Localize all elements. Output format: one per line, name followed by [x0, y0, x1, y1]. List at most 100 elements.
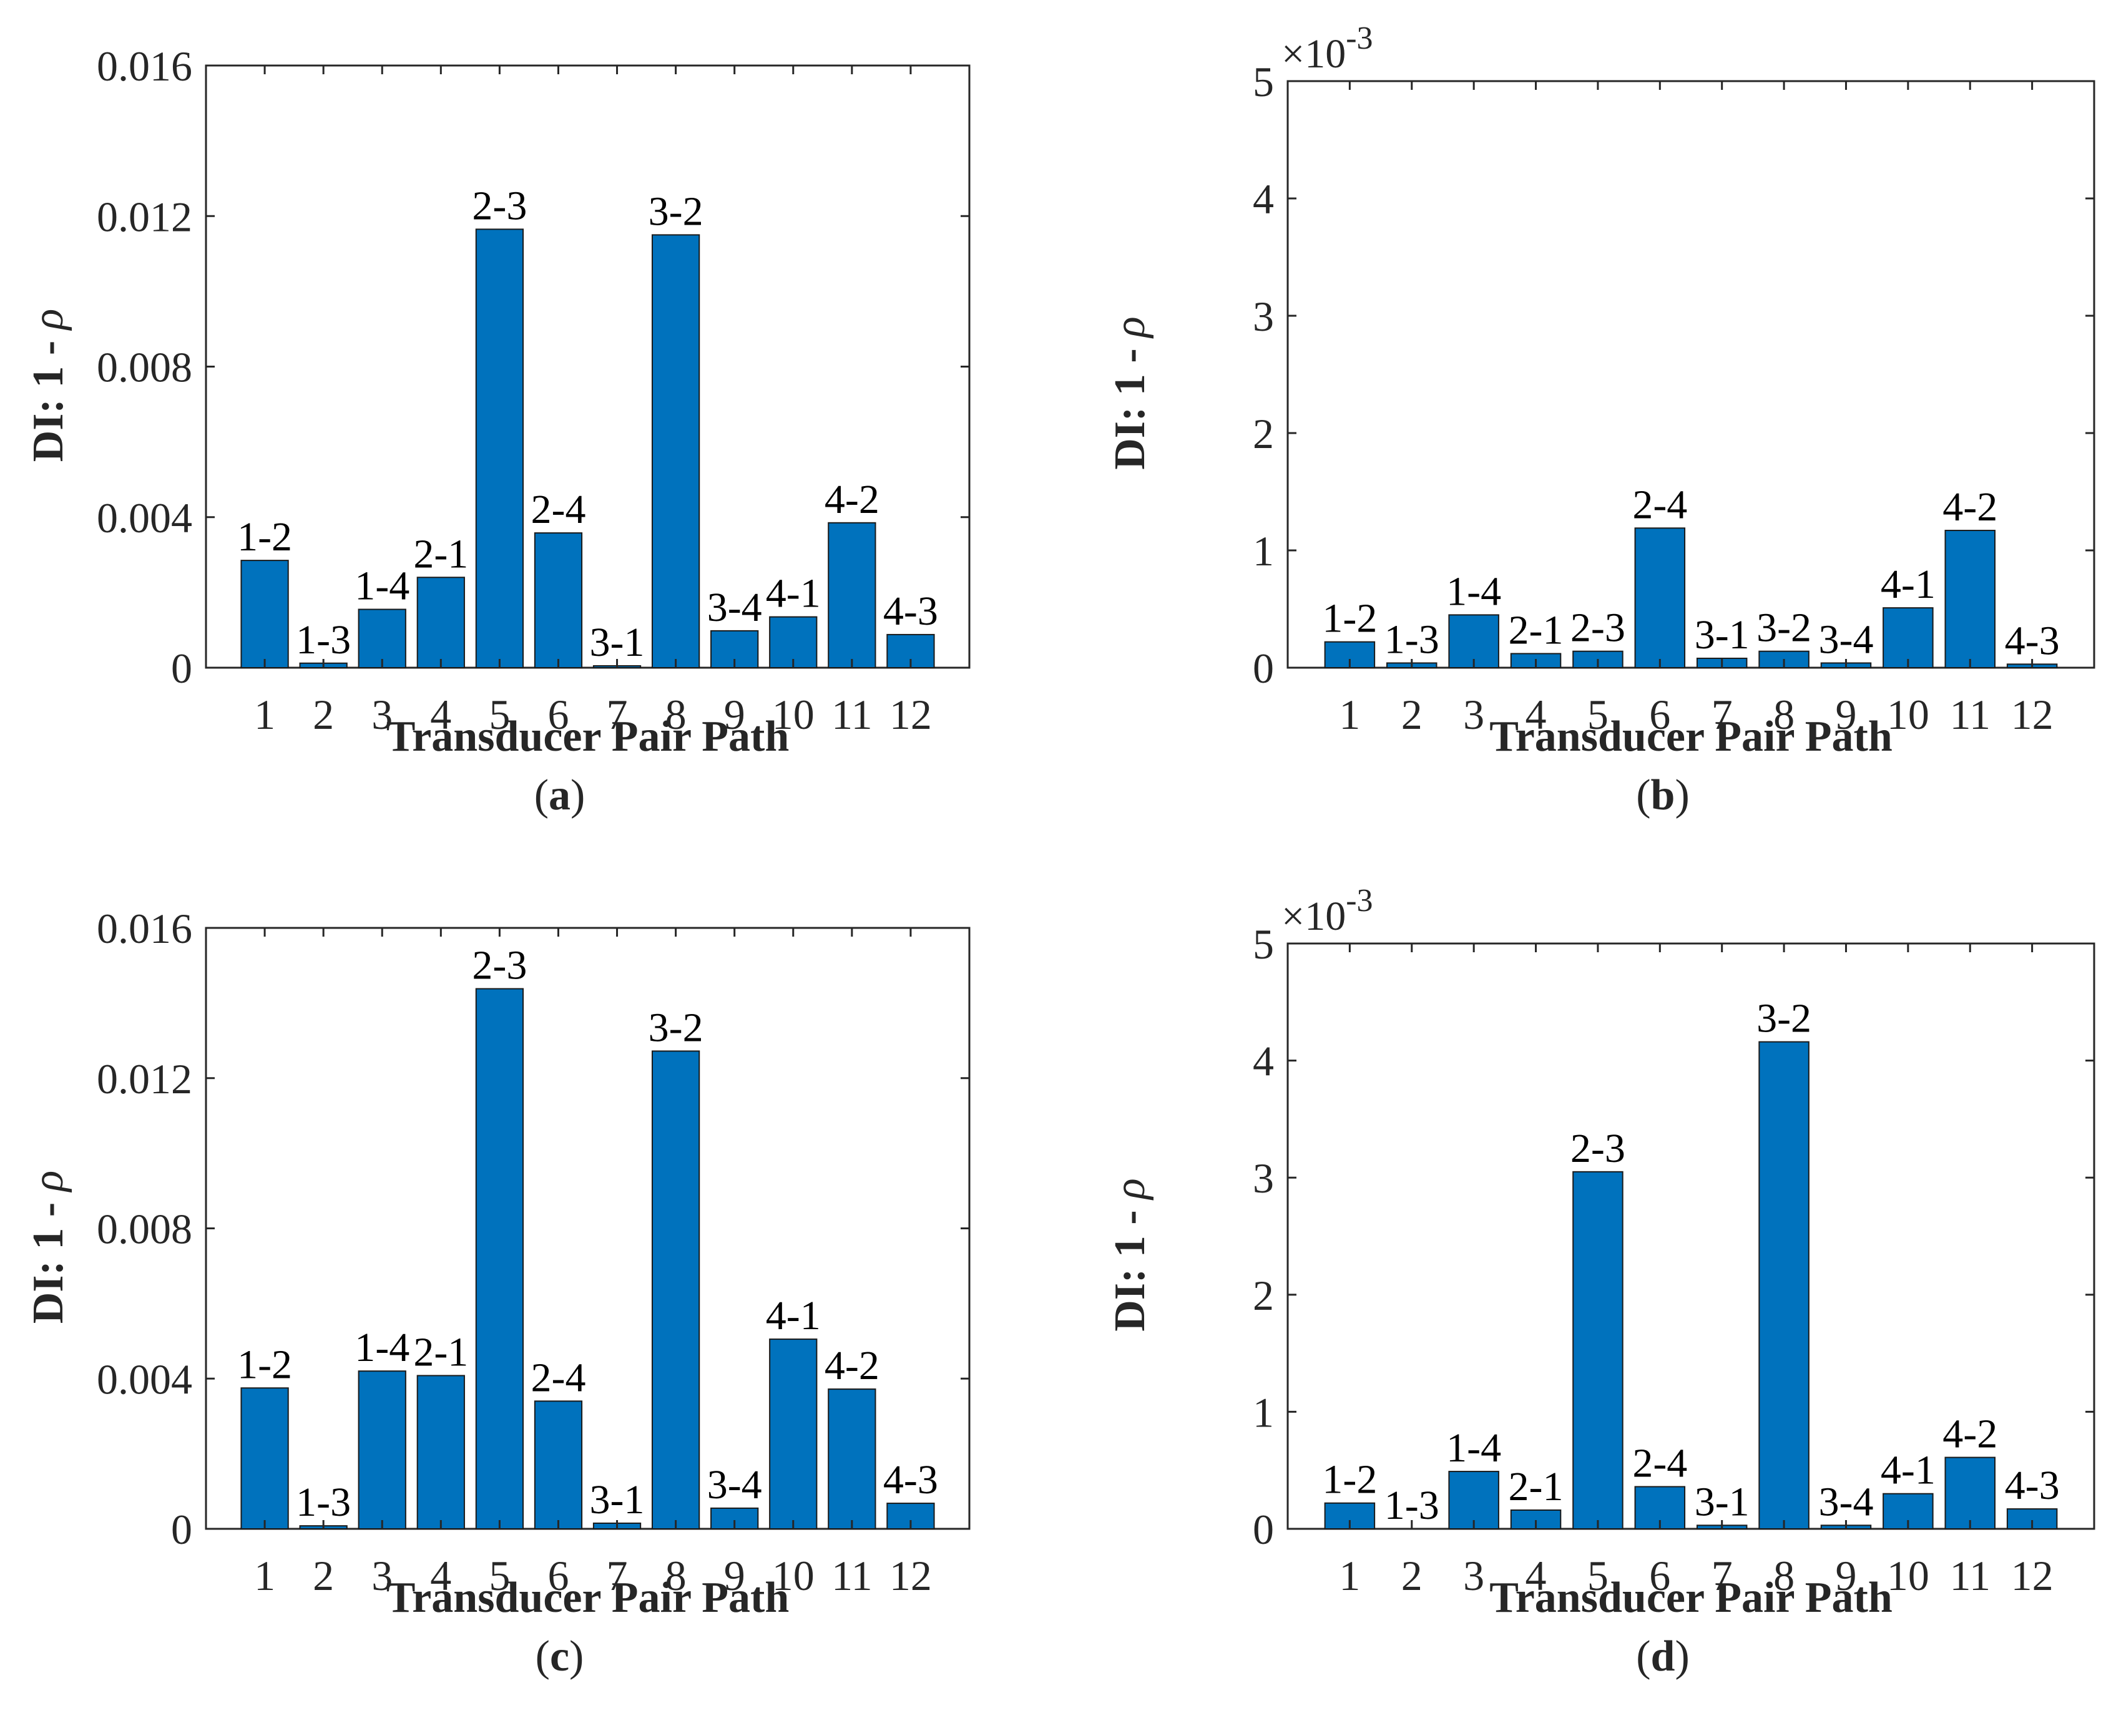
x-tick-label: 2 [1401, 691, 1423, 738]
y-tick-label: 0.008 [97, 344, 192, 391]
panel-caption-open: ( [1636, 771, 1650, 819]
bar-c-3 [358, 1370, 406, 1529]
bar-data-label: 4-1 [1881, 562, 1936, 607]
bar-b-3 [1448, 614, 1499, 669]
bar-data-label: 3-4 [1818, 617, 1873, 662]
bar-c-6 [534, 1400, 583, 1530]
panel-caption-letter: a [549, 771, 571, 819]
bar-data-label: 2-3 [472, 943, 527, 988]
y-tick-label: 2 [1253, 410, 1274, 457]
x-tick-label: 12 [2011, 691, 2054, 738]
y-axis-title: DI: 1 - ρ [1106, 316, 1154, 470]
x-tick-label: 2 [313, 1552, 334, 1599]
bar-d-3 [1448, 1471, 1499, 1529]
x-tick-label: 6 [547, 691, 569, 738]
y-exponent-label: ×10-3 [1281, 883, 1373, 939]
bar-data-label: 2-3 [1570, 605, 1625, 651]
bar-data-label: 3-2 [1756, 605, 1811, 651]
plot-area-box [1286, 942, 2095, 1530]
x-tick-label: 8 [1773, 691, 1795, 738]
bar-data-label: 1-3 [296, 617, 351, 663]
x-tick-label: 3 [1463, 1552, 1484, 1599]
x-axis-title: Transducer Pair Path [1489, 1574, 1893, 1622]
chart-panel-b: 012345×10-311-221-331-442-152-362-473-18… [1106, 21, 2095, 819]
x-tick-label: 4 [430, 1552, 451, 1599]
panel-caption-letter: d [1651, 1632, 1675, 1680]
bar-d-8 [1758, 1041, 1810, 1529]
y-tick-label: 3 [1253, 1154, 1274, 1202]
bar-data-label: 1-3 [1384, 617, 1439, 662]
bar-data-label: 3-2 [1756, 996, 1811, 1041]
bar-data-label: 3-2 [649, 188, 703, 234]
x-tick-label: 10 [772, 1552, 815, 1599]
bar-a-1 [240, 560, 289, 668]
panel-caption-letter: b [1651, 771, 1675, 819]
x-tick-label: 4 [430, 691, 451, 738]
x-tick-label: 9 [1835, 1552, 1856, 1599]
bar-data-label: 1-4 [1446, 568, 1501, 614]
y-tick-label: 0.004 [97, 494, 192, 542]
bar-data-label: 4-3 [2005, 618, 2060, 663]
bar-c-4 [416, 1375, 465, 1530]
bar-c-10 [769, 1339, 818, 1530]
chart-panel-a: 0 0.004 0.008 0.012 0.016 1 1-2 2 1-3 3 1-4 4 2-1 5 2-… [24, 42, 971, 819]
y-tick-label: 1 [1253, 1388, 1274, 1436]
x-tick-label: 6 [1649, 691, 1670, 738]
y-tick-label: 3 [1253, 293, 1274, 340]
x-tick-label: 11 [1949, 1552, 1990, 1599]
y-exponent-base: ×10 [1281, 894, 1346, 939]
bar-data-label: 4-3 [2005, 1463, 2060, 1508]
panel-caption: (a) [534, 771, 585, 819]
bar-data-label: 1-4 [355, 563, 409, 609]
bar-b-6 [1634, 527, 1686, 669]
x-axis-title: Transducer Pair Path [386, 713, 790, 761]
panel-caption: (d) [1636, 1632, 1690, 1680]
bar-a-3 [358, 608, 406, 668]
bar-c-11 [828, 1388, 876, 1530]
bar-c-1 [240, 1387, 289, 1529]
y-tick-label: 4 [1253, 175, 1274, 223]
y-tick-label: 0.012 [97, 193, 192, 240]
x-tick-label: 10 [1887, 1552, 1929, 1599]
y-tick-label: 0.004 [97, 1355, 192, 1403]
x-tick-label: 11 [1949, 691, 1990, 738]
bar-data-label: 2-4 [1632, 1440, 1687, 1486]
x-tick-label: 5 [489, 1552, 510, 1599]
x-tick-label: 3 [371, 1552, 393, 1599]
bar-data-label: 3-2 [649, 1005, 703, 1050]
bar-data-label: 2-4 [1632, 482, 1687, 527]
y-tick-label: 2 [1253, 1272, 1274, 1319]
panel-caption-close: ) [569, 1632, 584, 1680]
x-tick-label: 9 [724, 1552, 745, 1599]
bar-a-5 [475, 228, 524, 668]
bar-data-label: 1-2 [237, 514, 292, 560]
bar-data-label: 3-1 [1695, 612, 1750, 658]
y-exponent-power: -3 [1346, 21, 1373, 56]
bar-data-label: 2-1 [413, 531, 468, 577]
y-axis-title-symbol: ρ [24, 1171, 72, 1193]
y-tick-label: 0.012 [97, 1055, 192, 1103]
bar-data-label: 3-4 [1818, 1479, 1873, 1524]
bar-c-8 [651, 1050, 700, 1530]
bar-data-label: 4-3 [883, 588, 938, 634]
bar-data-label: 4-1 [1881, 1448, 1936, 1493]
panel-caption-open: ( [534, 771, 549, 819]
bar-data-label: 2-3 [1570, 1126, 1625, 1171]
bar-b-10 [1883, 607, 1934, 668]
x-axis-title: Transducer Pair Path [386, 1574, 790, 1622]
bar-data-label: 4-3 [883, 1457, 938, 1503]
y-axis-title-symbol: ρ [24, 309, 72, 331]
panel-caption: (c) [536, 1632, 584, 1680]
panel-caption-letter: c [550, 1632, 569, 1680]
y-axis-title-symbol: ρ [1106, 316, 1154, 339]
y-tick-label: 0 [1253, 645, 1274, 692]
bar-a-8 [651, 234, 700, 668]
panel-caption-open: ( [536, 1632, 550, 1680]
bar-data-label: 1-3 [296, 1480, 351, 1525]
bar-data-label: 3-1 [590, 1477, 645, 1523]
bar-a-6 [534, 532, 583, 668]
y-axis-title: DI: 1 - ρ [24, 309, 72, 462]
bar-data-label: 4-2 [825, 477, 879, 522]
y-axis-title-symbol: ρ [1106, 1178, 1154, 1201]
x-tick-label: 12 [2011, 1552, 2054, 1599]
